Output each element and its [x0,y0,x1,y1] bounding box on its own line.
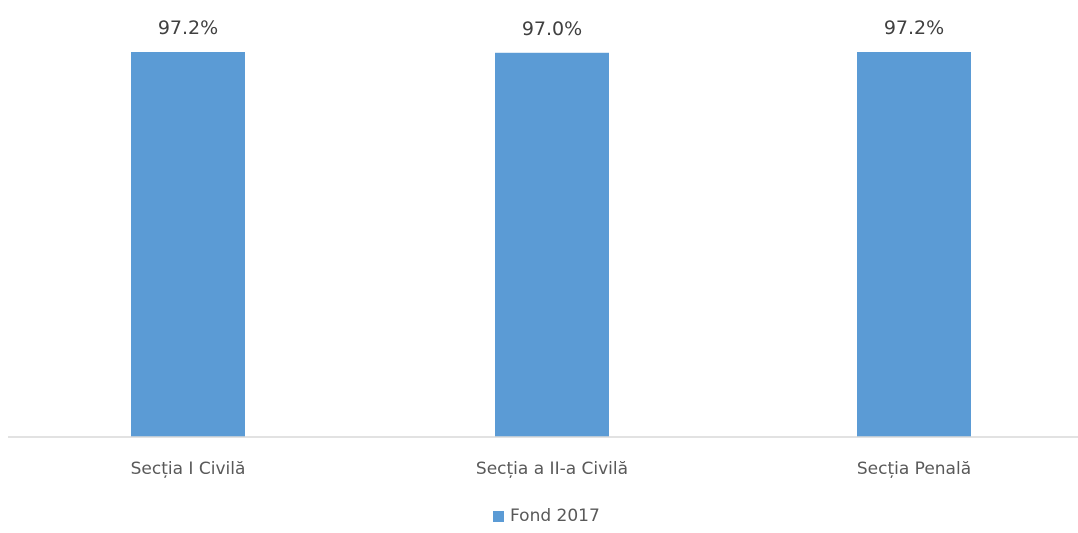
data-label: 97.2% [884,17,944,39]
bar [857,52,971,437]
legend-label: Fond 2017 [510,506,600,526]
category-label: Secția I Civilă [131,459,246,479]
bar [495,52,609,438]
category-label: Secția Penală [857,459,971,479]
category-labels-layer: Secția I Civilă Secția a II-a Civilă Secți… [131,459,972,479]
category-label: Secția a II-a Civilă [476,459,628,479]
data-label: 97.0% [522,18,582,40]
legend: Fond 2017 [493,506,600,526]
bar [131,52,245,437]
bars-layer [131,52,971,438]
data-label: 97.2% [158,17,218,39]
legend-swatch [493,511,504,522]
data-labels-layer: 97.2% 97.0% 97.2% [158,17,944,40]
